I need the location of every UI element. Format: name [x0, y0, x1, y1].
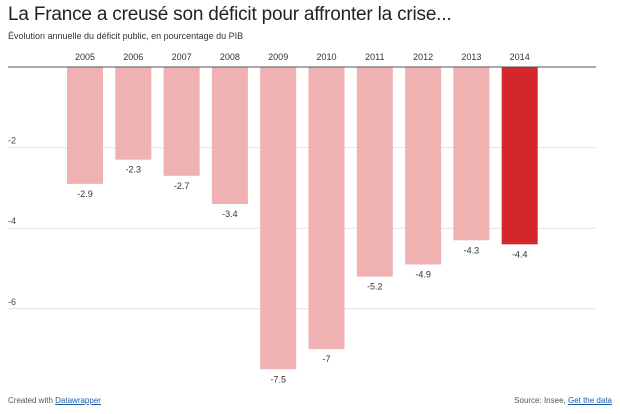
value-label: -3.4: [222, 209, 238, 219]
x-category-label: 2006: [123, 52, 143, 62]
value-label: -4.3: [464, 245, 480, 255]
footer-credit-text: Created with: [8, 396, 56, 405]
y-tick-label: -6: [8, 297, 16, 307]
chart-subtitle: Évolution annuelle du déficit public, en…: [8, 31, 244, 41]
x-category-label: 2013: [461, 52, 481, 62]
bar-2005: [67, 67, 103, 184]
label-layer: 2005 -2.9 2006 -2.3 2007 -2.7 2008 -3.4 2009 -7.5…: [8, 52, 596, 384]
x-category-label: 2008: [220, 52, 240, 62]
bar-2010: [308, 67, 345, 350]
bar-2006: [115, 67, 152, 160]
bar-2012: [405, 67, 442, 265]
value-label: -5.2: [367, 282, 383, 292]
footer-credit: Created with Datawrapper: [8, 396, 101, 405]
get-the-data-link[interactable]: Get the data: [567, 396, 612, 405]
footer-source-text: Source: Insee,: [514, 396, 568, 405]
grid-layer: -2 -4 -6: [8, 136, 596, 310]
value-label: -4.9: [415, 269, 431, 279]
value-label: -2.3: [126, 165, 142, 175]
bar-2013: [453, 67, 490, 241]
chart-title: La France a creusé son déficit pour affr…: [8, 4, 452, 25]
datawrapper-link[interactable]: Datawrapper: [55, 396, 101, 405]
y-tick-label: -4: [8, 216, 16, 226]
value-label: -2.7: [174, 181, 190, 191]
value-label: -4.4: [512, 249, 528, 259]
x-category-label: 2007: [172, 52, 192, 62]
value-label: -7: [322, 354, 330, 364]
x-category-label: 2010: [316, 52, 336, 62]
x-category-label: 2011: [365, 52, 384, 62]
x-category-label: 2014: [510, 52, 530, 62]
y-tick-label: -2: [8, 136, 16, 146]
bar-2011: [356, 67, 393, 277]
value-label: -7.5: [270, 374, 286, 384]
bar-2009: [260, 67, 297, 370]
bar-2007: [163, 67, 200, 176]
x-category-label: 2012: [413, 52, 433, 62]
bar-layer: [67, 67, 538, 370]
value-label: -2.9: [77, 189, 93, 199]
x-category-label: 2009: [268, 52, 288, 62]
bar-2008: [211, 67, 248, 205]
footer-source: Source: Insee, Get the data: [514, 396, 612, 405]
x-category-label: 2005: [75, 52, 95, 62]
bar-2014: [501, 67, 538, 245]
